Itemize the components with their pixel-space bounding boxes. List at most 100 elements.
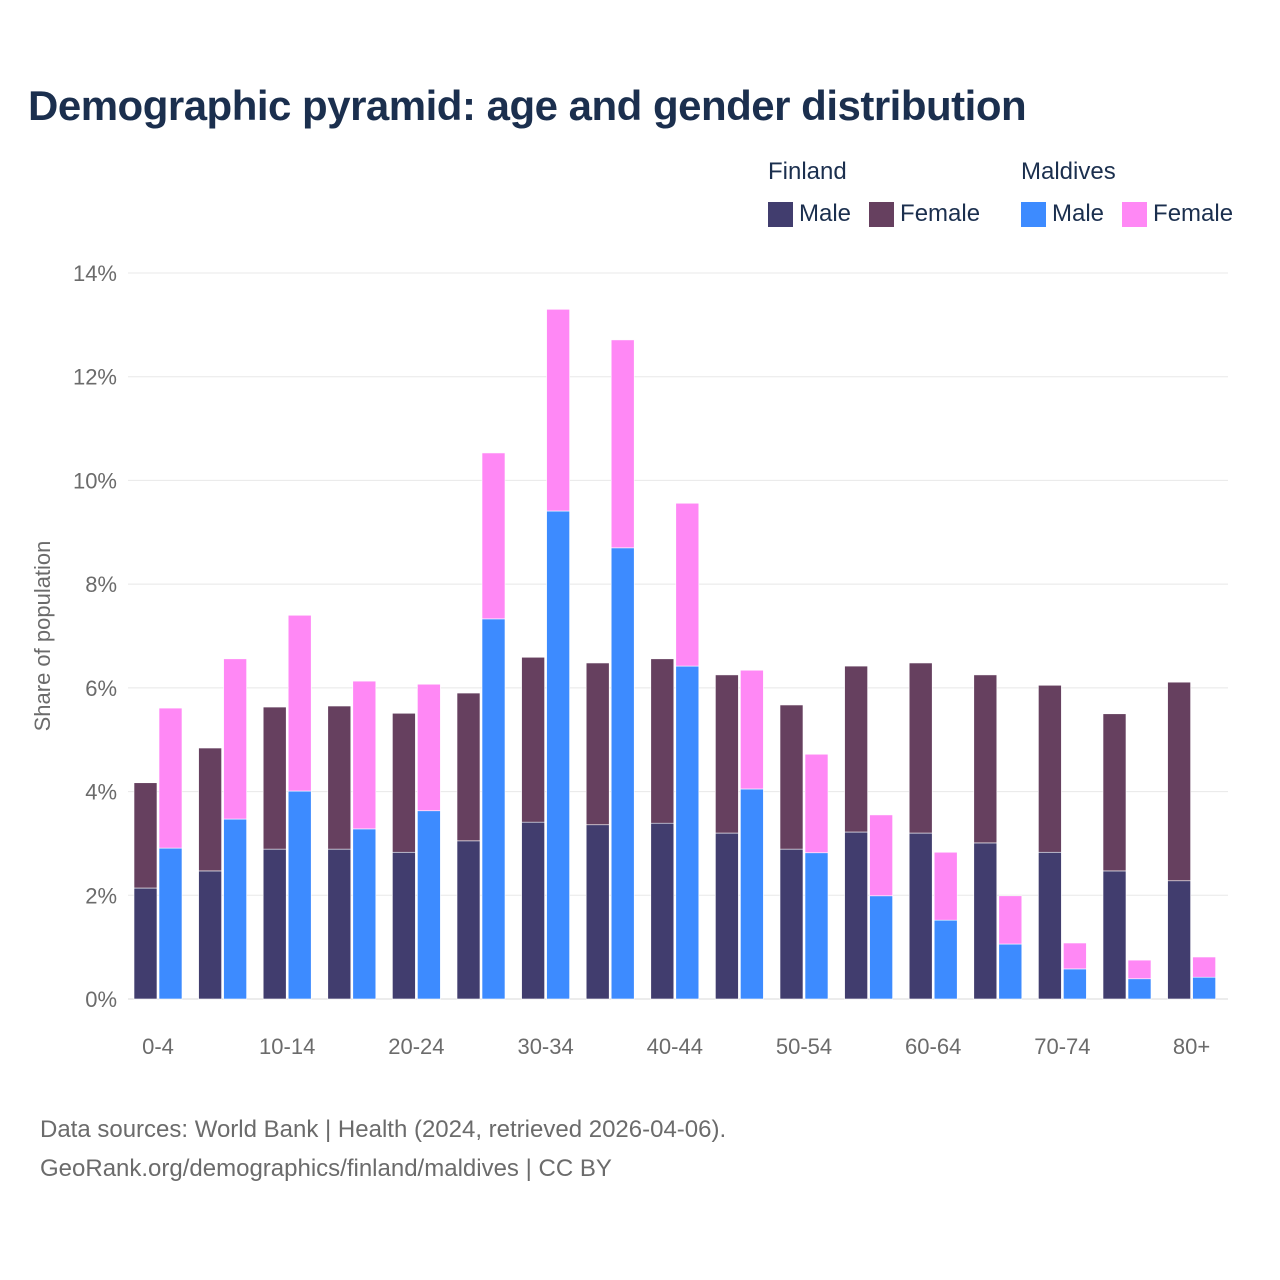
bar-maldives-female-45-49 xyxy=(740,669,764,790)
bar-finland-female-40-44 xyxy=(650,658,675,824)
legend-label: Male xyxy=(799,200,852,227)
y-tick-label: 0% xyxy=(85,987,117,1012)
bar-finland-male-55-59 xyxy=(844,831,868,1000)
bar-maldives-male-40-44 xyxy=(675,665,700,1000)
bar-finland-male-70-74 xyxy=(1038,851,1062,1000)
bar-maldives-male-20-24 xyxy=(417,810,441,1000)
bar-finland-female-15-19 xyxy=(327,705,352,850)
x-tick-label: 30-34 xyxy=(517,1034,573,1059)
legend-label: Male xyxy=(1052,200,1105,227)
x-tick-label: 80+ xyxy=(1173,1034,1210,1059)
bar-maldives-male-50-54 xyxy=(804,852,829,1000)
bar-maldives-male-5-9 xyxy=(223,818,247,1000)
x-tick-label: 70-74 xyxy=(1034,1034,1090,1059)
bar-finland-male-35-39 xyxy=(585,824,610,1000)
bar-maldives-male-30-34 xyxy=(546,510,570,1000)
bar-finland-male-40-44 xyxy=(650,822,675,1000)
swatch xyxy=(1122,201,1148,227)
bar-finland-female-20-24 xyxy=(392,712,416,853)
bar-finland-female-5-9 xyxy=(198,747,222,872)
bar-finland-female-60-64 xyxy=(908,662,933,834)
bar-maldives-female-70-74 xyxy=(1063,942,1087,970)
bar-finland-female-10-14 xyxy=(262,706,287,850)
bar-finland-male-45-49 xyxy=(715,832,739,1000)
bar-finland-female-70-74 xyxy=(1038,684,1062,853)
bar-finland-male-50-54 xyxy=(779,848,804,1000)
bar-finland-female-35-39 xyxy=(585,662,610,826)
bar-maldives-female-65-69 xyxy=(998,895,1023,945)
y-tick-label: 2% xyxy=(85,883,117,908)
bar-maldives-male-80+ xyxy=(1192,976,1216,1000)
legend-group-finland: Finland xyxy=(768,158,847,185)
bar-maldives-male-75-79 xyxy=(1127,978,1152,1000)
x-tick-label: 40-44 xyxy=(647,1034,703,1059)
bar-maldives-male-65-69 xyxy=(998,943,1023,1000)
swatch xyxy=(1021,201,1046,227)
bar-maldives-male-55-59 xyxy=(869,895,893,1000)
y-tick-label: 12% xyxy=(73,365,117,390)
bar-maldives-female-25-29 xyxy=(481,452,506,620)
y-tick-label: 8% xyxy=(85,572,117,597)
bar-finland-male-25-29 xyxy=(456,840,481,1000)
footer-url[interactable]: GeoRank.org/demographics/finland/maldive… xyxy=(40,1155,612,1182)
bar-maldives-female-30-34 xyxy=(546,308,570,512)
bar-finland-female-65-69 xyxy=(973,674,998,844)
legend-item-finland-male[interactable]: Male xyxy=(768,200,851,228)
legend-item-finland-female[interactable]: Female xyxy=(869,200,980,228)
x-tick-label: 10-14 xyxy=(259,1034,315,1059)
bar-maldives-male-35-39 xyxy=(610,547,635,1000)
bar-finland-male-20-24 xyxy=(392,851,416,1000)
y-axis-label: Share of population xyxy=(30,541,55,732)
bar-finland-male-15-19 xyxy=(327,848,352,1000)
legend-group-maldives: Maldives xyxy=(1021,158,1116,185)
bar-maldives-male-70-74 xyxy=(1063,968,1087,1000)
chart-title: Demographic pyramid: age and gender dist… xyxy=(28,82,1027,129)
legend-maldives: Male Female xyxy=(1021,200,1233,228)
bar-finland-female-30-34 xyxy=(521,656,545,823)
bar-finland-male-10-14 xyxy=(262,848,287,1000)
bar-finland-male-5-9 xyxy=(198,870,222,1000)
bar-maldives-female-50-54 xyxy=(804,753,829,854)
x-tick-label: 20-24 xyxy=(388,1034,444,1059)
bar-maldives-male-60-64 xyxy=(933,919,958,1000)
swatch xyxy=(768,201,793,227)
bar-finland-male-30-34 xyxy=(521,821,545,1000)
bar-maldives-female-75-79 xyxy=(1127,959,1152,980)
bar-maldives-male-15-19 xyxy=(352,828,377,1000)
legend-finland: Male Female xyxy=(768,200,980,228)
bar-maldives-female-0-4 xyxy=(158,707,183,849)
bar-maldives-female-15-19 xyxy=(352,680,377,830)
bar-maldives-male-10-14 xyxy=(287,790,312,1000)
bar-maldives-male-25-29 xyxy=(481,618,506,1000)
bar-finland-male-80+ xyxy=(1167,880,1191,1000)
x-tick-label: 0-4 xyxy=(142,1034,174,1059)
bar-maldives-female-20-24 xyxy=(417,683,441,812)
legend-item-maldives-female[interactable]: Female xyxy=(1122,200,1233,228)
legend-label: Female xyxy=(1153,200,1234,227)
bar-maldives-male-45-49 xyxy=(740,788,764,1000)
swatch xyxy=(869,201,895,227)
bar-finland-female-80+ xyxy=(1167,681,1191,882)
legend-item-maldives-male[interactable]: Male xyxy=(1021,200,1104,228)
bar-finland-female-75-79 xyxy=(1102,713,1127,872)
y-tick-label: 6% xyxy=(85,676,117,701)
bar-finland-male-60-64 xyxy=(908,832,933,1000)
y-tick-label: 4% xyxy=(85,780,117,805)
bar-finland-male-0-4 xyxy=(133,887,158,1000)
x-tick-label: 60-64 xyxy=(905,1034,961,1059)
bar-maldives-female-40-44 xyxy=(675,502,700,667)
bar-finland-female-45-49 xyxy=(715,674,739,834)
bar-finland-female-0-4 xyxy=(133,782,158,889)
bar-maldives-female-35-39 xyxy=(610,339,635,549)
y-tick-label: 10% xyxy=(73,468,117,493)
bar-finland-male-75-79 xyxy=(1102,870,1127,1000)
y-tick-label: 14% xyxy=(73,261,117,286)
bar-maldives-female-80+ xyxy=(1192,956,1216,978)
bar-finland-female-25-29 xyxy=(456,692,481,842)
footer-sources: Data sources: World Bank | Health (2024,… xyxy=(40,1116,727,1143)
bar-finland-male-65-69 xyxy=(973,842,998,1000)
bar-finland-female-55-59 xyxy=(844,665,868,833)
bar-maldives-female-10-14 xyxy=(287,614,312,792)
bar-maldives-male-0-4 xyxy=(158,847,183,1000)
